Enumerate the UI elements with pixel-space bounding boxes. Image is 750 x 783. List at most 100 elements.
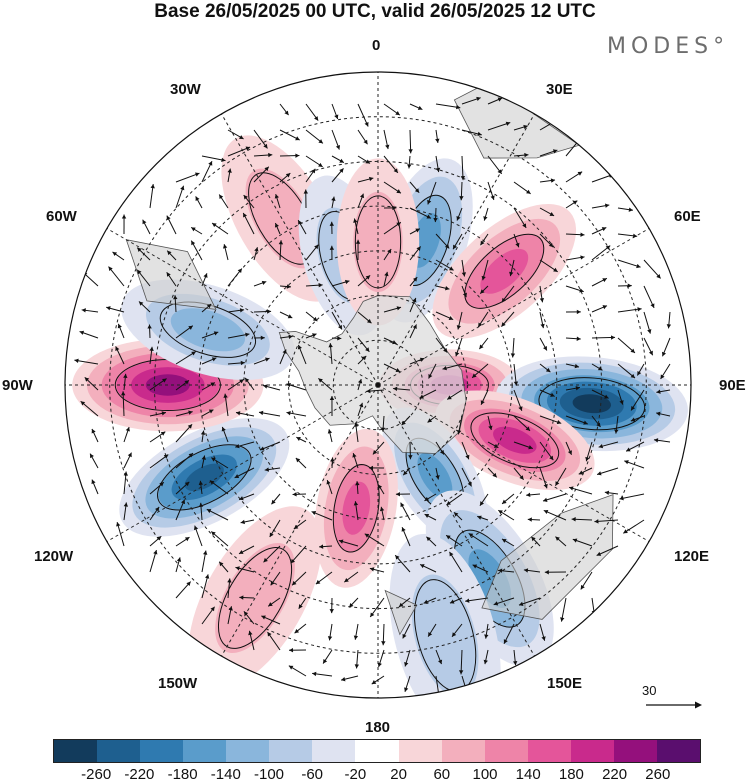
colorbar-tick-label: 260 xyxy=(645,766,671,783)
wind-vector-head xyxy=(578,470,584,475)
wind-vector-head xyxy=(572,538,578,543)
wind-vector-head xyxy=(428,632,433,637)
wind-vector-head xyxy=(318,139,323,144)
wind-vector-head xyxy=(365,275,371,280)
meridian-line xyxy=(377,384,535,657)
wind-vector-head xyxy=(330,457,335,462)
wind-vector-head xyxy=(392,340,397,345)
wind-vector-head xyxy=(575,386,580,391)
wind-vector-head xyxy=(311,168,316,174)
wind-vector-head xyxy=(628,207,633,212)
wind-vector-head xyxy=(203,273,208,278)
wind-vector-head xyxy=(449,551,454,557)
wind-vector-head xyxy=(339,158,344,163)
wind-vector-head xyxy=(295,136,300,141)
meridian-line xyxy=(377,228,650,386)
wind-vector-head xyxy=(186,581,191,587)
wind-vector-head xyxy=(472,564,478,569)
wind-vector-head xyxy=(354,664,360,669)
wind-vector-head xyxy=(446,500,451,506)
wind-vector-head xyxy=(219,561,224,567)
wind-vector-head xyxy=(510,353,516,358)
wind-vector-head xyxy=(191,240,196,246)
wind-vector-head xyxy=(428,373,433,379)
wind-vector-head xyxy=(636,263,641,269)
wind-vector-head xyxy=(312,671,317,677)
colorbar-tick-label: 20 xyxy=(390,766,407,783)
wind-vector-head xyxy=(334,114,339,120)
wind-vector-head xyxy=(191,227,196,232)
wind-vector-head xyxy=(213,331,219,336)
wind-vector-head xyxy=(453,512,459,517)
wind-vector-head xyxy=(261,615,266,620)
colorbar-tick-label: -180 xyxy=(167,766,198,783)
wind-vector-head xyxy=(352,453,357,458)
meridian-line xyxy=(221,384,379,657)
wind-vector-head xyxy=(456,216,461,221)
wind-vector-head xyxy=(147,324,152,329)
colorbar-swatch xyxy=(97,740,141,762)
wind-vector-head xyxy=(264,467,270,472)
wind-vector-head xyxy=(303,189,308,194)
wind-vector-head xyxy=(198,502,204,507)
wind-vector-head xyxy=(288,334,293,339)
wind-vector-head xyxy=(479,501,485,506)
wind-vector-head xyxy=(416,246,421,251)
colorbar-tick-label: -100 xyxy=(253,766,285,783)
wind-vector-head xyxy=(438,659,443,665)
wind-vector-head xyxy=(239,135,244,139)
wind-vector-head xyxy=(540,323,545,329)
wind-vector-head xyxy=(240,519,245,525)
wind-vector-head xyxy=(137,247,142,252)
wind-vector-head xyxy=(357,379,363,384)
wind-vector-head xyxy=(155,506,160,512)
wind-vector-head xyxy=(461,272,467,277)
wind-vector-head xyxy=(355,239,361,244)
wind-vector-head xyxy=(384,271,389,277)
wind-vector-head xyxy=(426,214,432,219)
wind-vector-head xyxy=(106,306,111,311)
colorbar-swatch xyxy=(527,740,571,762)
wind-vector-head xyxy=(312,316,318,322)
wind-vector-head xyxy=(237,268,242,274)
wind-vector-head xyxy=(456,430,462,435)
wind-vector-head xyxy=(459,196,464,201)
wind-vector-head xyxy=(480,400,485,405)
wind-vector-head xyxy=(287,314,293,319)
wind-vector-head xyxy=(524,152,529,158)
wind-vector-head xyxy=(631,405,636,411)
wind-vector-head xyxy=(227,578,232,583)
wind-vector xyxy=(122,391,125,417)
wind-vector-head xyxy=(610,335,616,340)
wind-vector-head xyxy=(378,484,383,490)
wind-vector-head xyxy=(653,438,659,443)
wind-vector-head xyxy=(163,454,169,459)
wind-vector-head xyxy=(80,401,86,406)
wind-vector-head xyxy=(331,196,336,201)
continent-landmass xyxy=(481,494,614,620)
wind-vector-head xyxy=(660,374,665,379)
wind-vector-head xyxy=(372,449,378,455)
wind-vector-head xyxy=(518,406,523,411)
wind-vector-head xyxy=(221,157,226,163)
wind-vector-head xyxy=(545,367,551,373)
wind-vector-head xyxy=(560,617,565,622)
colorbar-tick-label: 180 xyxy=(558,766,584,783)
wind-vector-head xyxy=(412,297,417,303)
wind-vector-head xyxy=(555,481,560,486)
wind-vector-head xyxy=(295,458,301,463)
wind-vector-head xyxy=(203,550,208,555)
wind-vector-head xyxy=(329,245,335,250)
colorbar-tick-label: -220 xyxy=(124,766,155,783)
wind-vector-head xyxy=(243,611,249,616)
meridian-line xyxy=(377,384,650,542)
wind-vector-head xyxy=(501,322,506,327)
wind-vector-head xyxy=(412,277,418,282)
wind-vector-head xyxy=(404,687,409,692)
wind-vector-head xyxy=(435,167,441,173)
wind-vector-head xyxy=(370,612,375,618)
wind-vector-head xyxy=(424,496,430,501)
wind-vector-head xyxy=(414,188,420,193)
colorbar-swatch xyxy=(613,740,657,762)
wind-vector-head xyxy=(365,159,371,164)
